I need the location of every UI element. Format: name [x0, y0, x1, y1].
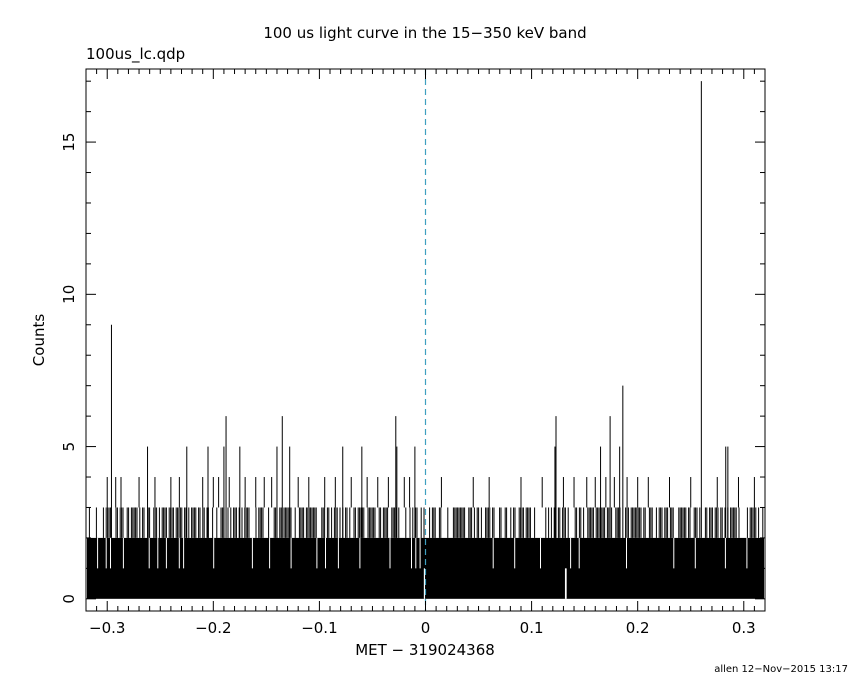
data-layer — [87, 69, 764, 611]
y-tick-label: 0 — [60, 594, 78, 604]
chart-title: 100 us light curve in the 15−350 keV ban… — [263, 24, 586, 42]
x-tick-label: 0.3 — [732, 619, 756, 637]
x-tick-label: 0.2 — [626, 619, 650, 637]
x-tick-label: 0 — [421, 619, 431, 637]
y-tick-label: 15 — [60, 133, 78, 152]
footer-stamp: allen 12−Nov−2015 13:17 — [714, 664, 848, 675]
y-axis-label: Counts — [30, 314, 48, 367]
x-tick-label: −0.2 — [195, 619, 231, 637]
plot-frame — [85, 68, 766, 612]
x-tick-label: −0.1 — [301, 619, 337, 637]
x-tick-label: −0.3 — [89, 619, 125, 637]
file-label: 100us_lc.qdp — [86, 45, 185, 64]
tick-layer: −0.3 −0.2 −0.1 0 0.1 0.2 0.3 0 5 10 15 — [60, 69, 766, 637]
x-axis-label: MET − 319024368 — [355, 641, 495, 659]
y-tick-label: 10 — [60, 285, 78, 304]
light-curve-bins — [87, 537, 764, 599]
x-tick-label: 0.1 — [520, 619, 544, 637]
y-tick-label: 5 — [60, 442, 78, 452]
